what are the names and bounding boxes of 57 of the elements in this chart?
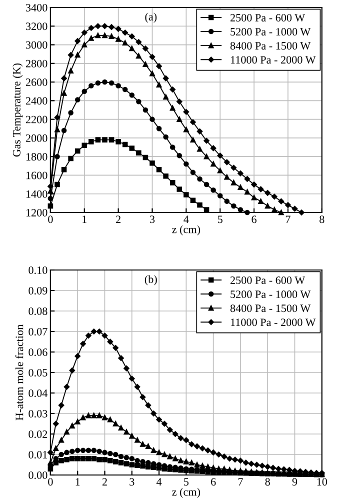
x-tick-label: 4 xyxy=(184,216,189,223)
x-tick-label: 8 xyxy=(320,216,324,224)
x-tick-label: 0 xyxy=(48,478,53,486)
x-tick-label: 3 xyxy=(130,478,134,486)
x-tick-label: 7 xyxy=(238,478,243,486)
x-tick-label: 5 xyxy=(218,216,222,224)
y-tick-label: 0.02 xyxy=(28,430,48,438)
legend-label: 5200 Pa - 1000 W xyxy=(230,28,311,36)
x-axis-title: z (cm) xyxy=(172,488,200,498)
x-tick-label: 0 xyxy=(48,216,53,224)
legend-label: 8400 Pa - 1500 W xyxy=(230,304,311,312)
x-tick-label: 5 xyxy=(184,478,189,486)
x-tick-label: 1 xyxy=(76,478,80,486)
legend-label: 2500 Pa - 600 W xyxy=(230,276,306,284)
y-tick-label: 0.05 xyxy=(28,368,48,377)
x-axis-title: z (cm) xyxy=(172,225,200,236)
legend-label: 2500 Pa - 600 W xyxy=(230,14,306,22)
y-axis-title: H-atom mole fraction xyxy=(15,324,24,420)
x-tick-label: 7 xyxy=(286,216,290,223)
y-tick-label: 0.08 xyxy=(28,307,48,316)
y-tick-label: 0.03 xyxy=(28,410,48,418)
y-tick-label: 2200 xyxy=(26,116,48,124)
x-tick-label: 8 xyxy=(265,478,270,486)
y-tick-label: 1800 xyxy=(26,153,48,161)
y-axis-title: Gas Temperature (K) xyxy=(12,63,23,157)
y-tick-label: 0.04 xyxy=(28,389,48,398)
x-tick-label: 6 xyxy=(252,216,256,224)
x-tick-label: 2 xyxy=(102,478,107,486)
x-tick-label: 10 xyxy=(317,478,328,486)
y-tick-label: 0.10 xyxy=(28,266,48,274)
x-tick-label: 6 xyxy=(211,478,216,486)
legend-label: 8400 Pa - 1500 W xyxy=(230,42,311,50)
x-tick-label: 4 xyxy=(156,478,162,486)
y-tick-label: 0.01 xyxy=(28,450,48,459)
y-tick-label: 2400 xyxy=(26,97,48,105)
y-tick-label: 0.06 xyxy=(28,348,48,356)
y-tick-label: 3000 xyxy=(26,41,48,49)
y-tick-label: 1400 xyxy=(26,190,48,198)
y-tick-label: 0.00 xyxy=(28,471,48,480)
y-tick-label: 2600 xyxy=(26,78,48,86)
y-tick-label: 1600 xyxy=(26,172,48,180)
y-tick-label: 1200 xyxy=(26,208,48,216)
x-tick-label: 9 xyxy=(292,478,298,486)
annotation: (a) xyxy=(145,12,157,23)
y-tick-label: 3400 xyxy=(26,4,48,12)
y-tick-label: 0.07 xyxy=(28,328,48,336)
x-tick-label: 1 xyxy=(82,216,86,223)
y-tick-label: 0.09 xyxy=(28,286,48,295)
legend-label: 5200 Pa - 1000 W xyxy=(230,290,311,298)
legend-label: 11000 Pa - 2000 W xyxy=(230,318,316,326)
y-tick-label: 3200 xyxy=(26,22,48,30)
annotation: (b) xyxy=(144,275,157,286)
legend-label: 11000 Pa - 2000 W xyxy=(230,56,316,64)
y-tick-label: 2800 xyxy=(26,60,48,68)
x-tick-label: 3 xyxy=(150,216,155,224)
y-tick-label: 2000 xyxy=(26,134,48,142)
x-tick-label: 2 xyxy=(116,216,120,223)
